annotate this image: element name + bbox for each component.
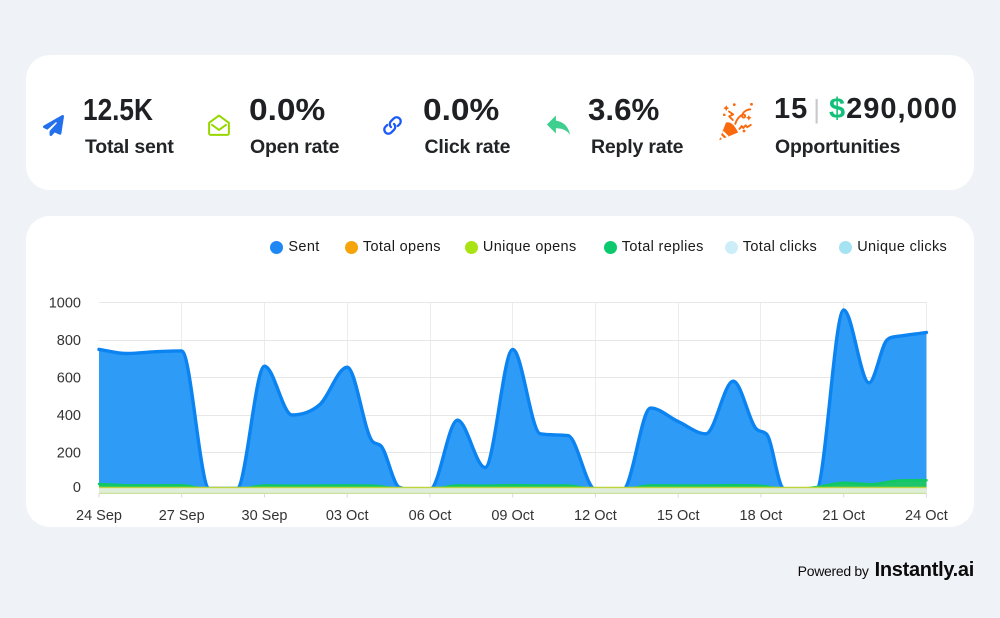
svg-text:0: 0 [73, 480, 81, 496]
svg-text:12 Oct: 12 Oct [574, 508, 617, 524]
svg-text:18 Oct: 18 Oct [740, 508, 783, 524]
svg-text:09 Oct: 09 Oct [491, 508, 534, 524]
svg-text:21 Oct: 21 Oct [822, 508, 865, 524]
svg-text:30 Sep: 30 Sep [242, 508, 288, 524]
svg-text:1000: 1000 [49, 296, 81, 312]
svg-text:15 Oct: 15 Oct [657, 508, 700, 524]
svg-text:200: 200 [57, 446, 81, 462]
svg-text:24 Sep: 24 Sep [76, 508, 122, 524]
svg-text:03 Oct: 03 Oct [326, 508, 369, 524]
svg-text:400: 400 [57, 408, 81, 424]
svg-text:06 Oct: 06 Oct [409, 508, 452, 524]
svg-text:600: 600 [57, 371, 81, 387]
svg-text:800: 800 [57, 333, 81, 349]
svg-text:27 Sep: 27 Sep [159, 508, 205, 524]
svg-text:24 Oct: 24 Oct [905, 508, 948, 524]
